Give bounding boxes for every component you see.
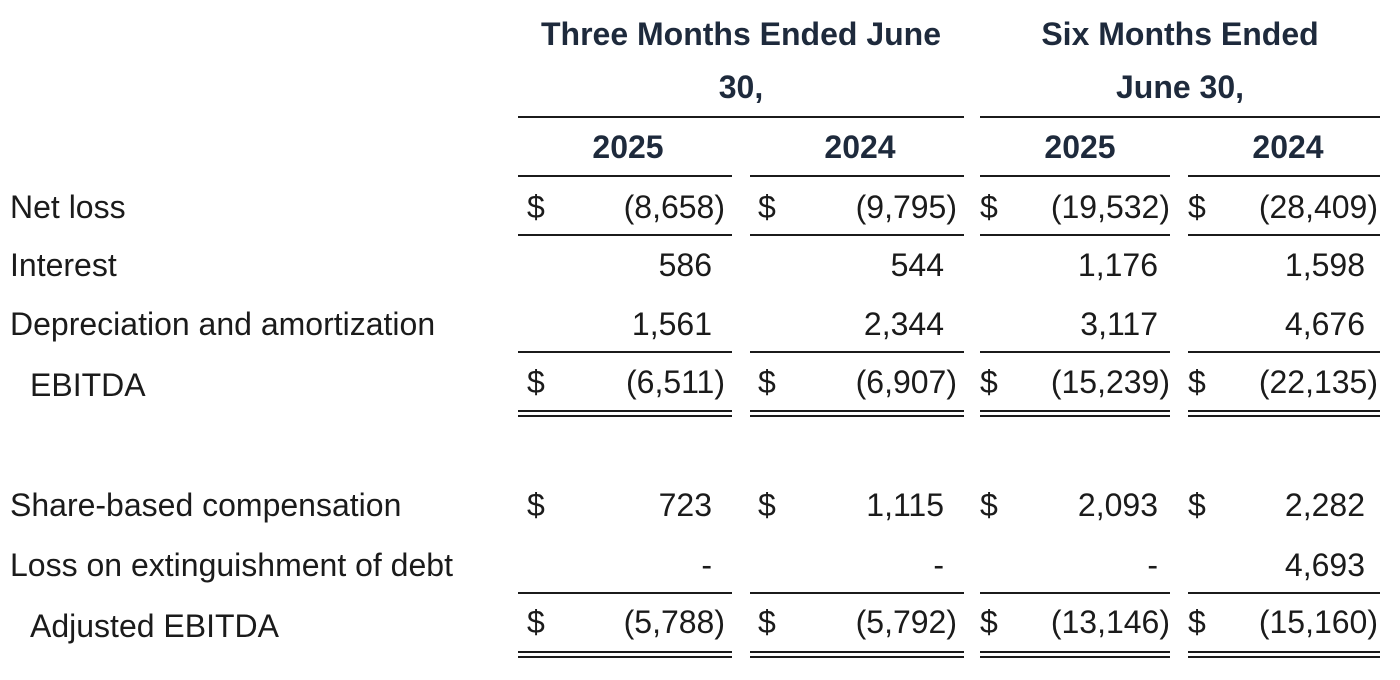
- cell-value: 1,115: [866, 487, 944, 523]
- year-rule-1: [518, 175, 732, 177]
- currency-symbol: $: [1188, 189, 1206, 225]
- double-rule-adjusted-4: [1188, 651, 1380, 658]
- header-rule-three-months: [518, 116, 964, 118]
- currency-symbol: $: [1188, 604, 1206, 640]
- rule-after-net-loss-2: [750, 234, 964, 236]
- currency-symbol: $: [758, 364, 776, 400]
- cell-value: -: [1147, 547, 1158, 583]
- currency-symbol: $: [1188, 487, 1206, 523]
- cell-value: 1,561: [631, 306, 712, 342]
- cell-value: (9,795): [855, 189, 957, 225]
- currency-symbol: $: [527, 487, 545, 523]
- currency-symbol: $: [980, 604, 998, 640]
- currency-symbol: $: [980, 364, 998, 400]
- row-label: Depreciation and amortization: [10, 306, 436, 342]
- cell-value: (22,135): [1258, 364, 1378, 400]
- cell-value: 2,282: [1284, 487, 1365, 523]
- rule-after-loss-3: [980, 592, 1170, 594]
- rule-after-depreciation-2: [750, 351, 964, 353]
- cell-value: (8,658): [623, 189, 725, 225]
- currency-symbol: $: [1188, 364, 1206, 400]
- currency-symbol: $: [980, 189, 998, 225]
- cell-value: 586: [658, 247, 712, 283]
- cell-value: 4,676: [1284, 306, 1365, 342]
- row-label: Loss on extinguishment of debt: [10, 547, 453, 583]
- double-rule-ebitda-2: [750, 410, 964, 417]
- rule-after-depreciation-1: [518, 351, 732, 353]
- cell-value: 544: [890, 247, 944, 283]
- rule-after-depreciation-3: [980, 351, 1170, 353]
- rule-after-net-loss-4: [1188, 234, 1380, 236]
- header-six-months-line2: June 30,: [1115, 69, 1245, 105]
- double-rule-adjusted-2: [750, 651, 964, 658]
- cell-value: (6,511): [625, 364, 725, 400]
- cell-value: -: [933, 547, 944, 583]
- year-rule-2: [750, 175, 964, 177]
- rule-after-loss-4: [1188, 592, 1380, 594]
- cell-value: 2,344: [863, 306, 944, 342]
- cell-value: (19,532): [1050, 189, 1170, 225]
- currency-symbol: $: [527, 364, 545, 400]
- cell-value: (5,792): [855, 604, 957, 640]
- cell-value: (15,160): [1258, 604, 1378, 640]
- cell-value: 1,598: [1284, 247, 1365, 283]
- rule-after-depreciation-4: [1188, 351, 1380, 353]
- cell-value: 4,693: [1284, 547, 1365, 583]
- header-three-months-line2: 30,: [718, 69, 764, 105]
- header-col-2025-ytd: 2025: [1044, 129, 1116, 165]
- rule-after-net-loss-3: [980, 234, 1170, 236]
- header-col-2025-q: 2025: [592, 129, 664, 165]
- currency-symbol: $: [758, 604, 776, 640]
- header-col-2024-q: 2024: [824, 129, 896, 165]
- cell-value: (15,239): [1050, 364, 1170, 400]
- double-rule-adjusted-1: [518, 651, 732, 658]
- cell-value: 723: [658, 487, 712, 523]
- year-rule-3: [980, 175, 1170, 177]
- row-label: Net loss: [10, 189, 126, 225]
- cell-value: (13,146): [1050, 604, 1170, 640]
- currency-symbol: $: [527, 189, 545, 225]
- rule-after-loss-2: [750, 592, 964, 594]
- currency-symbol: $: [527, 604, 545, 640]
- cell-value: -: [701, 547, 712, 583]
- double-rule-ebitda-4: [1188, 410, 1380, 417]
- header-rule-six-months: [980, 116, 1380, 118]
- double-rule-ebitda-1: [518, 410, 732, 417]
- cell-value: (5,788): [623, 604, 725, 640]
- rule-after-net-loss-1: [518, 234, 732, 236]
- double-rule-adjusted-3: [980, 651, 1170, 658]
- header-three-months-line1: Three Months Ended June: [540, 16, 942, 52]
- row-label: Share-based compensation: [10, 487, 402, 523]
- currency-symbol: $: [758, 189, 776, 225]
- row-label: EBITDA: [30, 367, 146, 403]
- rule-after-loss-1: [518, 592, 732, 594]
- currency-symbol: $: [980, 487, 998, 523]
- header-col-2024-ytd: 2024: [1252, 129, 1324, 165]
- cell-value: 1,176: [1077, 247, 1158, 283]
- row-label: Adjusted EBITDA: [30, 608, 279, 644]
- cell-value: (28,409): [1258, 189, 1378, 225]
- cell-value: 2,093: [1077, 487, 1158, 523]
- currency-symbol: $: [758, 487, 776, 523]
- row-label: Interest: [10, 247, 117, 283]
- year-rule-4: [1188, 175, 1380, 177]
- cell-value: 3,117: [1080, 306, 1158, 342]
- header-six-months-line1: Six Months Ended: [1041, 16, 1319, 52]
- double-rule-ebitda-3: [980, 410, 1170, 417]
- cell-value: (6,907): [855, 364, 957, 400]
